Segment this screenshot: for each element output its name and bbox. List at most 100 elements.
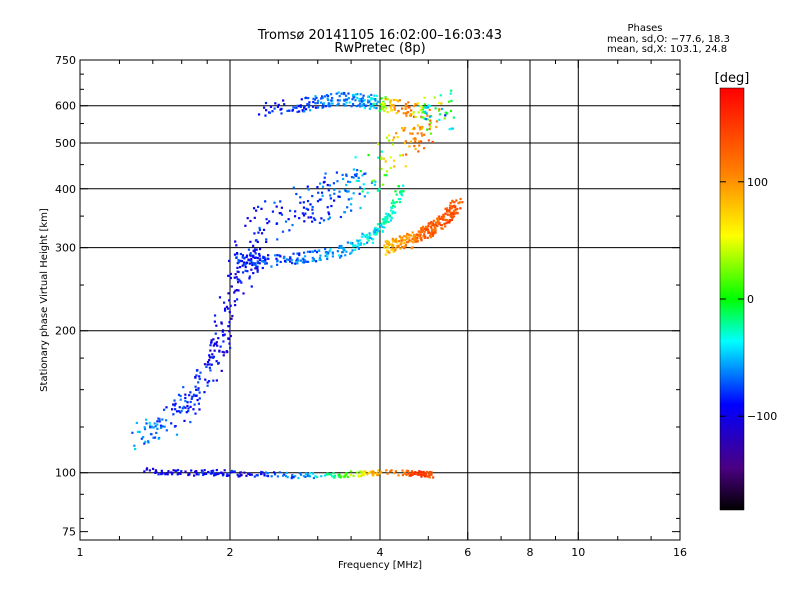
data-point: [316, 200, 320, 203]
data-point: [213, 342, 216, 345]
data-point: [423, 117, 426, 120]
data-point: [361, 474, 364, 477]
data-point: [148, 424, 152, 427]
data-point: [253, 475, 256, 478]
data-point: [449, 205, 453, 208]
data-points: [131, 89, 464, 480]
data-point: [443, 222, 446, 225]
data-point: [290, 259, 294, 262]
data-point: [419, 470, 423, 473]
data-point: [370, 97, 373, 100]
data-point: [344, 98, 347, 101]
stats-o: mean, sd,O: −77.6, 18.3: [607, 34, 730, 45]
data-point: [208, 354, 211, 357]
data-point: [323, 474, 327, 477]
data-point: [320, 191, 324, 194]
data-point: [363, 99, 366, 102]
data-point: [372, 97, 375, 100]
data-point: [291, 223, 294, 227]
data-point: [381, 103, 384, 107]
data-point: [303, 105, 306, 108]
data-point: [420, 116, 423, 119]
data-point: [370, 181, 374, 184]
data-point: [449, 215, 452, 218]
data-point: [392, 239, 395, 242]
data-point: [298, 472, 302, 475]
data-point: [311, 220, 314, 223]
data-point: [266, 257, 269, 260]
data-point: [361, 174, 364, 177]
data-point: [262, 228, 266, 231]
data-point: [395, 237, 398, 241]
data-point: [336, 250, 339, 253]
data-point: [403, 235, 406, 238]
data-point: [280, 112, 283, 115]
data-point: [208, 358, 211, 362]
data-point: [160, 472, 163, 476]
data-point: [383, 104, 386, 107]
data-point: [389, 156, 392, 159]
data-point: [353, 95, 356, 99]
data-point: [362, 470, 365, 473]
data-point: [391, 211, 394, 215]
data-point: [277, 103, 280, 106]
data-point: [449, 201, 452, 205]
data-point: [407, 233, 411, 236]
data-point: [405, 469, 408, 472]
data-point: [245, 261, 248, 264]
data-point: [305, 207, 308, 210]
data-point: [383, 226, 386, 229]
data-point: [394, 247, 397, 250]
data-point: [426, 114, 429, 117]
data-point: [159, 426, 163, 429]
data-point: [289, 260, 292, 263]
data-point: [254, 239, 258, 242]
data-point: [324, 247, 327, 251]
data-point: [453, 205, 456, 209]
data-point: [227, 292, 230, 295]
data-point: [194, 385, 197, 388]
data-point: [332, 182, 336, 185]
data-point: [331, 251, 334, 254]
data-point: [414, 103, 417, 106]
data-point: [402, 239, 405, 242]
data-point: [259, 257, 262, 260]
data-point: [359, 102, 362, 105]
data-point: [312, 259, 315, 262]
data-point: [389, 166, 392, 170]
data-point: [386, 245, 389, 248]
data-point: [155, 431, 158, 435]
data-point: [429, 235, 433, 239]
data-point: [352, 176, 355, 179]
data-point: [261, 471, 264, 474]
data-point: [448, 219, 452, 222]
data-point: [269, 105, 273, 108]
data-point: [450, 127, 453, 130]
data-point: [228, 330, 231, 333]
data-point: [451, 127, 455, 130]
data-point: [249, 240, 252, 243]
data-point: [350, 176, 354, 179]
data-point: [413, 127, 416, 130]
data-point: [184, 399, 187, 403]
data-point: [435, 120, 439, 123]
data-point: [384, 221, 387, 224]
data-point: [325, 473, 328, 476]
data-point: [400, 241, 403, 244]
data-point: [401, 469, 404, 472]
data-point: [399, 197, 402, 201]
data-point: [375, 102, 378, 105]
data-point: [386, 98, 389, 101]
data-point: [248, 472, 251, 475]
data-point: [359, 105, 362, 108]
data-point: [397, 110, 400, 113]
data-point: [358, 239, 361, 242]
data-point: [287, 218, 290, 221]
data-point: [142, 436, 145, 439]
data-point: [158, 420, 161, 423]
data-point: [206, 384, 209, 387]
data-point: [210, 472, 213, 475]
data-point: [314, 95, 317, 98]
data-point: [397, 100, 400, 103]
